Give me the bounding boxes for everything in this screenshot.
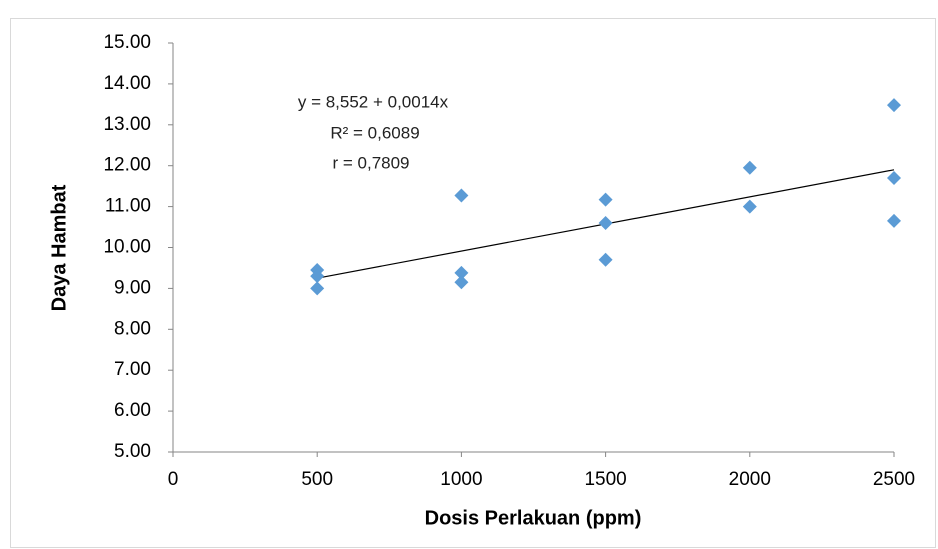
x-tick-label: 500 xyxy=(301,469,333,490)
y-tick-label: 9.00 xyxy=(114,277,151,298)
y-tick-label: 12.00 xyxy=(103,155,151,176)
point xyxy=(599,253,613,267)
point xyxy=(743,161,757,175)
y-axis-title: Daya Hambat xyxy=(48,184,70,311)
x-tick-label: 1500 xyxy=(584,469,626,490)
point xyxy=(887,98,901,112)
x-tick-label: 2500 xyxy=(873,469,915,490)
point xyxy=(743,200,757,214)
y-tick-label: 6.00 xyxy=(114,400,151,421)
x-tick-label: 0 xyxy=(168,469,179,490)
annotation: r = 0,7809 xyxy=(332,153,409,172)
x-axis-title: Dosis Perlakuan (ppm) xyxy=(425,507,642,529)
y-tick-label: 14.00 xyxy=(103,73,151,94)
y-tick-label: 15.00 xyxy=(103,32,151,53)
y-tick-label: 5.00 xyxy=(114,441,151,462)
point xyxy=(310,281,324,295)
point xyxy=(454,189,468,203)
x-tick-label: 2000 xyxy=(729,469,771,490)
point xyxy=(599,216,613,230)
annotation: y = 8,552 + 0,0014x xyxy=(298,92,449,111)
point xyxy=(887,171,901,185)
y-tick-label: 13.00 xyxy=(103,114,151,135)
y-tick-label: 7.00 xyxy=(114,359,151,380)
page: Dosis Perlakuan (ppm) Daya Hambat 5.00 6.… xyxy=(0,0,938,549)
annotation: R² = 0,6089 xyxy=(330,123,419,142)
chart: Dosis Perlakuan (ppm) Daya Hambat 5.00 6.… xyxy=(0,0,938,549)
y-tick-label: 8.00 xyxy=(114,318,151,339)
point xyxy=(454,275,468,289)
point xyxy=(599,193,613,207)
y-tick-label: 10.00 xyxy=(103,237,151,258)
x-tick-label: 1000 xyxy=(440,469,482,490)
y-tick-label: 11.00 xyxy=(105,196,151,217)
point xyxy=(887,214,901,228)
